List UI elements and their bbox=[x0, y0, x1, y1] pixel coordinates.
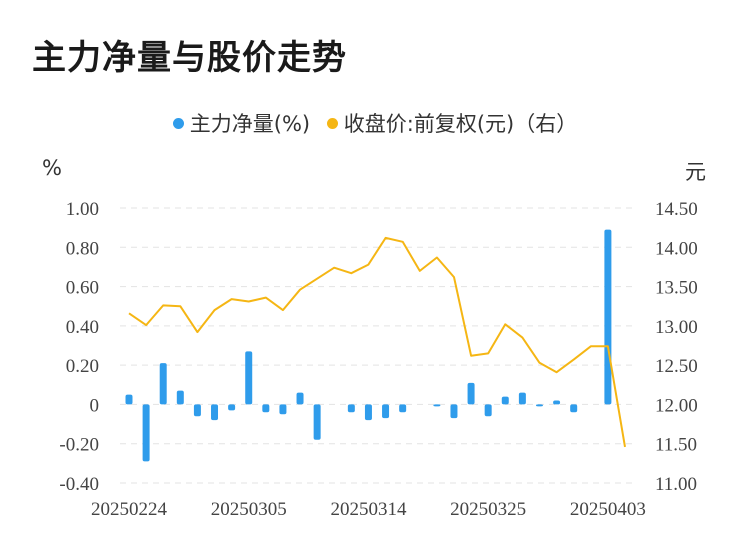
net-volume-bar[interactable] bbox=[382, 404, 390, 419]
net-volume-bar[interactable] bbox=[159, 363, 167, 405]
net-volume-bar[interactable] bbox=[176, 390, 184, 405]
net-volume-bar[interactable] bbox=[450, 404, 458, 419]
chart-legend: 主力净量(%) 收盘价:前复权(元)（右） bbox=[0, 108, 750, 138]
left-tick-label: 0.40 bbox=[66, 317, 99, 338]
net-volume-bar[interactable] bbox=[313, 404, 321, 440]
right-tick-label: 13.50 bbox=[655, 278, 698, 299]
x-tick-label: 20250325 bbox=[450, 499, 526, 520]
net-volume-bar[interactable] bbox=[142, 404, 150, 462]
net-volume-bar[interactable] bbox=[347, 404, 355, 413]
net-volume-bar[interactable] bbox=[604, 229, 612, 405]
right-tick-label: 14.00 bbox=[655, 238, 698, 259]
left-tick-label: -0.40 bbox=[59, 474, 99, 495]
circle-icon bbox=[172, 117, 184, 129]
x-axis-ticks: 20250224 20250305 20250314 20250325 20250403 bbox=[91, 499, 646, 520]
net-volume-bar[interactable] bbox=[553, 400, 561, 405]
right-tick-label: 12.50 bbox=[655, 356, 698, 377]
x-tick-label: 20250403 bbox=[570, 499, 646, 520]
bar-series bbox=[125, 229, 612, 462]
net-volume-bar[interactable] bbox=[193, 404, 201, 417]
x-tick-label: 20250224 bbox=[91, 499, 168, 520]
left-tick-label: -0.20 bbox=[59, 435, 99, 456]
net-volume-bar[interactable] bbox=[228, 404, 236, 411]
net-volume-bar[interactable] bbox=[296, 392, 304, 405]
left-tick-label: 0.80 bbox=[66, 238, 99, 259]
net-volume-bar[interactable] bbox=[262, 404, 270, 413]
right-axis-ticks: 14.50 14.00 13.50 13.00 12.50 12.00 11.50 11.00 bbox=[655, 199, 698, 495]
left-axis-unit: % bbox=[42, 156, 62, 180]
legend-item-close-price[interactable]: 收盘价:前复权(元)（右） bbox=[326, 108, 578, 138]
x-tick-label: 20250305 bbox=[211, 499, 287, 520]
close-price-line[interactable] bbox=[128, 236, 626, 448]
net-volume-bar[interactable] bbox=[535, 404, 543, 407]
right-tick-label: 11.00 bbox=[655, 474, 697, 495]
net-volume-bar[interactable] bbox=[484, 404, 492, 417]
left-axis-ticks: 1.00 0.80 0.60 0.40 0.20 0 -0.20 -0.40 bbox=[59, 199, 99, 495]
net-volume-bar[interactable] bbox=[211, 404, 219, 421]
right-tick-label: 14.50 bbox=[655, 199, 698, 220]
legend-item-net-volume[interactable]: 主力净量(%) bbox=[172, 108, 311, 138]
left-tick-label: 0.60 bbox=[66, 278, 99, 299]
page-title: 主力净量与股价走势 bbox=[32, 38, 347, 78]
left-tick-label: 1.00 bbox=[66, 199, 99, 220]
net-volume-bar[interactable] bbox=[364, 404, 372, 421]
x-tick-label: 20250314 bbox=[330, 499, 407, 520]
net-volume-bar[interactable] bbox=[518, 392, 526, 405]
net-volume-bar[interactable] bbox=[399, 404, 407, 413]
right-axis-unit: 元 bbox=[685, 160, 706, 184]
left-tick-label: 0 bbox=[90, 395, 100, 416]
net-volume-bar[interactable] bbox=[467, 382, 475, 405]
line-series bbox=[128, 236, 626, 448]
grid-lines bbox=[120, 207, 632, 484]
legend-label-net-volume: 主力净量(%) bbox=[189, 112, 311, 136]
net-volume-bar[interactable] bbox=[245, 351, 253, 405]
right-tick-label: 11.50 bbox=[655, 435, 697, 456]
circle-icon bbox=[326, 117, 338, 129]
net-volume-bar[interactable] bbox=[501, 396, 509, 405]
left-tick-label: 0.20 bbox=[66, 356, 99, 377]
right-tick-label: 12.00 bbox=[655, 395, 698, 416]
net-volume-bar[interactable] bbox=[570, 404, 578, 413]
net-volume-bar[interactable] bbox=[279, 404, 287, 415]
legend-label-close-price: 收盘价:前复权(元)（右） bbox=[343, 112, 578, 136]
right-tick-label: 13.00 bbox=[655, 317, 698, 338]
net-volume-bar[interactable] bbox=[125, 394, 133, 405]
net-volume-bar[interactable] bbox=[433, 404, 441, 407]
